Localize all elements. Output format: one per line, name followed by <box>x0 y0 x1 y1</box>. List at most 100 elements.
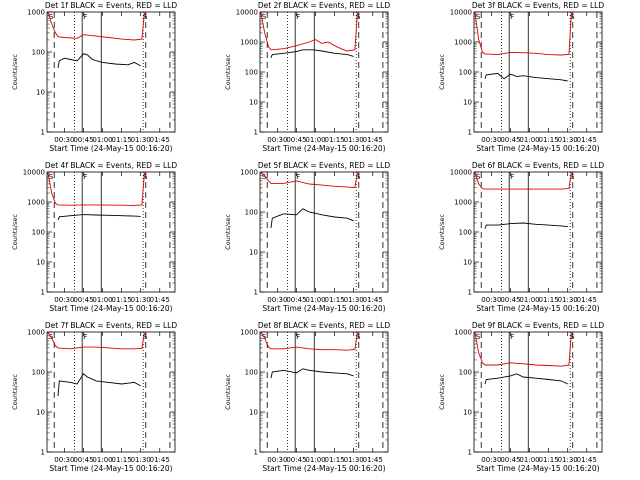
y-tick-label: 1000 <box>27 329 45 337</box>
marker-letter: S <box>49 13 54 21</box>
x-tick-label: 01:45 <box>363 136 383 144</box>
x-tick-label: 00:30 <box>481 296 501 304</box>
x-tick-label: 01:15 <box>325 296 345 304</box>
x-tick-label: 00:30 <box>267 296 287 304</box>
marker-letter: S <box>570 333 575 341</box>
x-axis-label: Start Time (24-May-15 00:16:20) <box>262 304 385 313</box>
y-tick-label: 10 <box>36 409 45 417</box>
y-axis-label: Counts/sec <box>224 374 232 410</box>
marker-letter: F <box>83 333 87 341</box>
events-series-line <box>270 368 354 379</box>
x-tick-label: 00:45 <box>73 456 93 464</box>
plot-frame <box>46 11 176 133</box>
events-series-line <box>484 373 568 385</box>
x-tick-label: 00:45 <box>73 296 93 304</box>
chart-title: Det 4f BLACK = Events, RED = LLD <box>45 161 178 170</box>
x-tick-label: 00:30 <box>54 296 74 304</box>
x-tick-label: 01:30 <box>131 136 151 144</box>
y-tick-label: 10 <box>463 99 472 107</box>
x-tick-label: 01:30 <box>558 136 578 144</box>
y-tick-label: 100 <box>245 69 258 77</box>
marker-letter: S <box>143 173 148 181</box>
y-axis-label: Counts/sec <box>438 214 446 250</box>
y-tick-label: 10 <box>463 409 472 417</box>
plot-frame <box>259 11 389 133</box>
y-tick-label: 10 <box>463 259 472 267</box>
plot-frame <box>46 171 176 293</box>
marker-letter: S <box>570 13 575 21</box>
y-tick-label: 100 <box>459 369 472 377</box>
chart-panel: Det 4f BLACK = Events, RED = LLD 1 10 100 10… <box>11 161 177 313</box>
chart-title: Det 5f BLACK = Events, RED = LLD <box>258 161 391 170</box>
x-tick-label: 00:30 <box>481 136 501 144</box>
marker-letter: F <box>510 13 514 21</box>
x-axis-label: Start Time (24-May-15 00:16:20) <box>49 464 172 473</box>
lld-series-line <box>47 11 145 41</box>
marker-letter: S <box>476 13 481 21</box>
x-axis-label: Start Time (24-May-15 00:16:20) <box>476 304 599 313</box>
events-series-line <box>57 214 141 221</box>
y-axis-label: Counts/sec <box>11 214 19 250</box>
chart-panel: Det 8f BLACK = Events, RED = LLD 1 10 100 10… <box>224 321 390 473</box>
lld-series-line <box>474 171 572 190</box>
x-tick-label: 00:45 <box>500 136 520 144</box>
x-tick-label: 01:00 <box>92 136 112 144</box>
chart-title: Det 2f BLACK = Events, RED = LLD <box>258 1 391 10</box>
events-series-line <box>270 49 354 58</box>
chart-title: Det 8f BLACK = Events, RED = LLD <box>258 321 391 330</box>
events-series-line <box>57 373 141 397</box>
marker-letter: S <box>262 13 267 21</box>
y-tick-label: 10000 <box>450 9 472 17</box>
y-tick-label: 1000 <box>454 39 472 47</box>
x-tick-label: 01:30 <box>558 456 578 464</box>
x-tick-label: 00:30 <box>267 136 287 144</box>
lld-series-line <box>260 171 358 188</box>
x-tick-label: 00:45 <box>500 456 520 464</box>
y-tick-label: 1000 <box>27 9 45 17</box>
marker-letter: S <box>476 173 481 181</box>
events-series-line <box>57 53 141 68</box>
x-tick-label: 01:15 <box>539 296 559 304</box>
marker-letter: S <box>356 333 361 341</box>
x-tick-label: 01:45 <box>150 296 170 304</box>
y-tick-label: 1000 <box>240 329 258 337</box>
x-tick-label: 01:00 <box>519 456 539 464</box>
plot-frame <box>46 331 176 453</box>
chart-panel: Det 9f BLACK = Events, RED = LLD 1 10 100 10… <box>438 321 604 473</box>
y-axis-label: Counts/sec <box>438 374 446 410</box>
x-axis-label: Start Time (24-May-15 00:16:20) <box>49 144 172 153</box>
x-tick-label: 01:45 <box>150 136 170 144</box>
y-tick-label: 100 <box>459 69 472 77</box>
x-axis-label: Start Time (24-May-15 00:16:20) <box>476 464 599 473</box>
x-tick-label: 00:30 <box>267 456 287 464</box>
chart-panel: Det 6f BLACK = Events, RED = LLD 1 10 100 10… <box>438 161 604 313</box>
y-tick-label: 10 <box>249 99 258 107</box>
chart-panel: Det 1f BLACK = Events, RED = LLD 1 10 100 10… <box>11 1 177 153</box>
y-tick-label: 1000 <box>240 169 258 177</box>
y-axis-label: Counts/sec <box>224 54 232 90</box>
chart-title: Det 7f BLACK = Events, RED = LLD <box>45 321 178 330</box>
x-tick-label: 00:45 <box>286 456 306 464</box>
lld-series-line <box>474 331 572 367</box>
x-tick-label: 01:30 <box>131 456 151 464</box>
x-tick-label: 01:30 <box>344 136 364 144</box>
y-tick-label: 10 <box>36 259 45 267</box>
lld-series-line <box>260 11 358 52</box>
y-tick-label: 100 <box>459 229 472 237</box>
x-tick-label: 00:30 <box>54 456 74 464</box>
marker-letter: F <box>83 173 87 181</box>
y-tick-label: 10000 <box>450 169 472 177</box>
y-axis-label: Counts/sec <box>11 374 19 410</box>
y-tick-label: 100 <box>245 369 258 377</box>
marker-letter: S <box>143 333 148 341</box>
x-tick-label: 01:45 <box>363 456 383 464</box>
marker-letter: S <box>356 173 361 181</box>
marker-letter: F <box>296 173 300 181</box>
y-tick-label: 10 <box>249 409 258 417</box>
x-tick-label: 01:15 <box>325 136 345 144</box>
x-tick-label: 01:30 <box>131 296 151 304</box>
x-axis-label: Start Time (24-May-15 00:16:20) <box>49 304 172 313</box>
y-tick-label: 100 <box>32 229 45 237</box>
marker-letter: F <box>83 13 87 21</box>
y-tick-label: 100 <box>32 369 45 377</box>
